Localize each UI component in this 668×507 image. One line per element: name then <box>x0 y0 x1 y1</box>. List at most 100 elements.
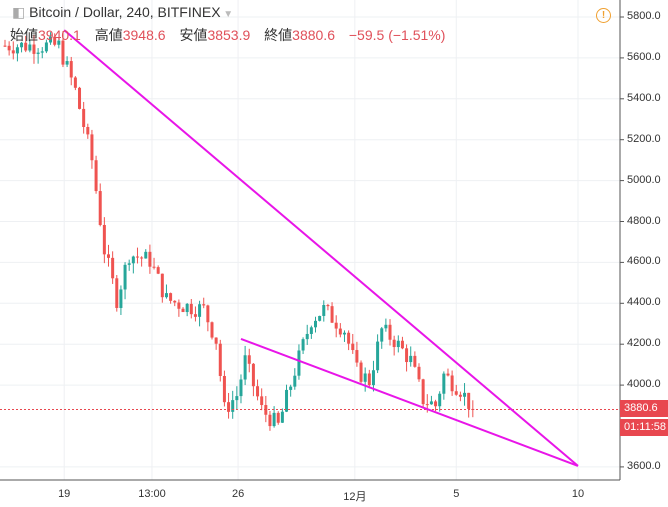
candle-body <box>330 306 334 323</box>
candle-body <box>380 328 384 342</box>
candle-body <box>131 256 135 264</box>
candle-body <box>425 404 429 406</box>
candle-body <box>239 379 243 397</box>
candle-body <box>160 273 164 298</box>
y-tick-label: 4400.0 <box>627 296 661 309</box>
x-tick-label: 26 <box>231 488 245 500</box>
open-value: 3940.1 <box>38 27 81 43</box>
candle-body <box>297 350 301 376</box>
candle-body <box>148 251 152 267</box>
last-price-label: 3880.6 <box>620 400 668 417</box>
candle-body <box>429 401 433 405</box>
candle-body <box>111 257 115 279</box>
candle-body <box>247 355 251 364</box>
candle-body <box>61 40 65 65</box>
candle-body <box>421 379 425 405</box>
x-tick-label: 12月 <box>343 491 367 503</box>
candle-body <box>214 337 218 344</box>
candle-body <box>11 50 15 54</box>
candle-body <box>20 42 24 48</box>
dropdown-icon[interactable]: ▼ <box>220 9 234 20</box>
y-tick-label: 3600.0 <box>627 459 661 472</box>
candle-body <box>24 42 28 51</box>
candle-body <box>367 373 371 386</box>
candle-body <box>210 322 214 338</box>
candle-body <box>15 47 19 54</box>
candle-body <box>392 339 396 348</box>
candle-body <box>458 394 462 397</box>
candle-body <box>376 341 380 371</box>
symbol-title[interactable]: Bitcoin / Dollar, 240, BITFINEX <box>29 4 221 20</box>
candle-body <box>301 339 305 351</box>
close-label: 終値 <box>264 27 293 43</box>
candle-body <box>156 267 160 274</box>
candle-body <box>107 254 110 258</box>
candle-body <box>342 332 346 335</box>
candle-body <box>260 396 264 406</box>
candle-body <box>115 278 119 308</box>
candle-body <box>396 340 400 348</box>
candle-body <box>268 414 272 427</box>
candle-body <box>164 293 168 298</box>
candle-body <box>243 355 247 380</box>
close-value: 3880.6 <box>292 27 335 43</box>
candle-body <box>454 391 458 395</box>
candle-body <box>198 304 202 317</box>
candle-body <box>119 289 123 308</box>
candle-body <box>206 305 210 323</box>
candle-body <box>338 328 342 335</box>
ohlc-legend: 始値3940.1 高値3948.6 安値3853.9 終値3880.6 −59.… <box>10 25 445 45</box>
candle-body <box>276 412 280 423</box>
candle-body <box>251 363 255 387</box>
x-tick-label: 19 <box>58 488 71 500</box>
trend-line <box>240 337 579 467</box>
candle-body <box>152 266 156 268</box>
candle-body <box>442 373 446 394</box>
candle-body <box>49 36 53 43</box>
candle-body <box>222 375 226 403</box>
candle-body <box>405 348 409 363</box>
candle-body <box>102 224 106 255</box>
candle-body <box>65 61 69 65</box>
candle-body <box>177 302 181 309</box>
change-value: −59.5 (−1.51%) <box>348 27 446 43</box>
candle-body <box>202 304 206 306</box>
candle-body <box>314 320 317 328</box>
candle-body <box>463 392 467 397</box>
candle-body <box>127 263 131 265</box>
candle-body <box>409 355 413 363</box>
candle-body <box>417 366 421 380</box>
candle-body <box>7 45 11 51</box>
candle-body <box>57 40 61 45</box>
high-value: 3948.6 <box>122 27 166 43</box>
candle-body <box>413 355 417 367</box>
candle-body <box>44 42 48 52</box>
candle-body <box>363 373 367 382</box>
countdown-label: 01:11:58 <box>620 419 668 436</box>
low-label: 安値 <box>179 27 208 43</box>
candle-body <box>309 327 313 334</box>
candle-body <box>98 191 102 225</box>
candle-body <box>53 36 57 45</box>
candle-body <box>326 304 330 307</box>
candle-body <box>347 332 351 344</box>
candle-body <box>36 52 40 54</box>
candle-body <box>3 45 7 47</box>
candle-body <box>185 303 189 313</box>
candle-body <box>467 392 471 409</box>
x-tick-label: 10 <box>571 488 585 500</box>
candle-body <box>446 373 450 376</box>
candle-body <box>218 343 222 376</box>
candle-body <box>256 386 260 397</box>
candle-body <box>272 412 276 427</box>
y-tick-label: 5000.0 <box>627 173 661 186</box>
low-value: 3853.9 <box>207 27 251 43</box>
candle-body <box>227 402 231 412</box>
candle-body <box>280 411 284 423</box>
candle-body <box>318 315 322 321</box>
warning-icon[interactable]: ! <box>596 8 611 23</box>
candle-body <box>359 362 363 382</box>
candle-body <box>32 44 36 54</box>
